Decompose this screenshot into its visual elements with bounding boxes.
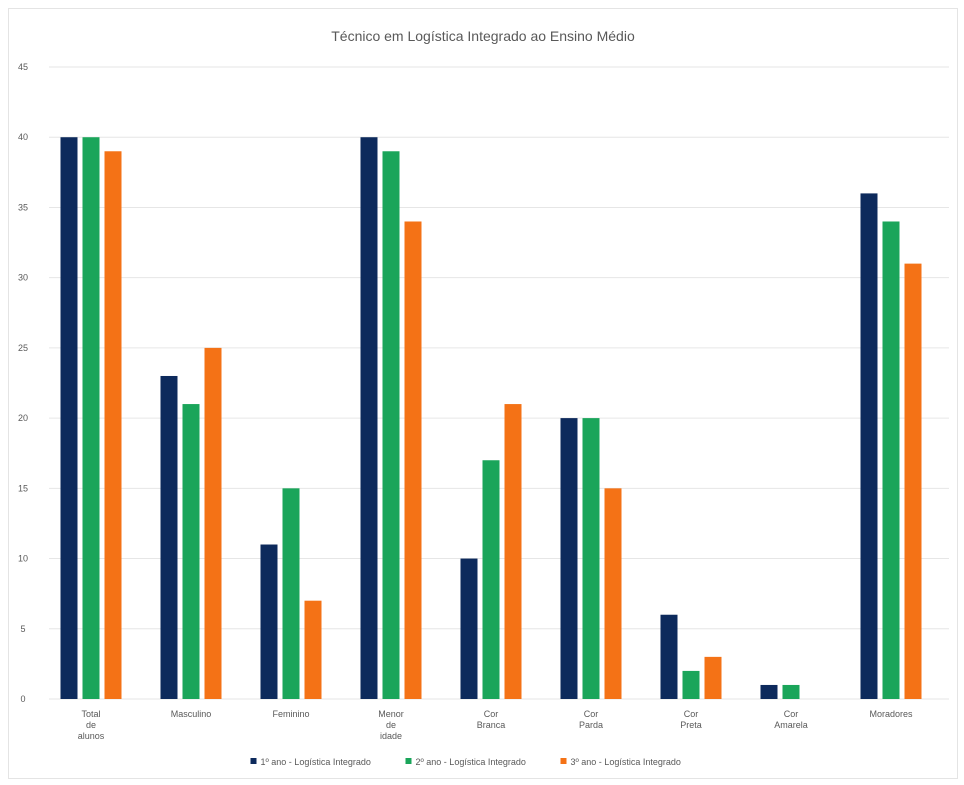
legend-label: 3º ano - Logística Integrado xyxy=(571,757,681,767)
y-tick-label: 35 xyxy=(18,202,28,212)
legend-label: 1º ano - Logística Integrado xyxy=(261,757,371,767)
legend: 1º ano - Logística Integrado 2º ano - Log… xyxy=(250,757,681,767)
bar xyxy=(604,488,622,699)
chart-frame: Técnico em Logística Integrado ao Ensino… xyxy=(8,8,958,779)
bar xyxy=(560,418,578,699)
bar xyxy=(160,375,178,699)
y-tick-label: 15 xyxy=(18,483,28,493)
legend-swatch xyxy=(250,758,257,764)
bar-chart: Técnico em Logística Integrado ao Ensino… xyxy=(18,28,949,767)
bar xyxy=(460,558,478,699)
bar xyxy=(404,221,422,699)
bar xyxy=(760,684,778,699)
x-category-label: Menor de idade xyxy=(378,709,404,741)
bar xyxy=(82,137,100,699)
x-category-label: Cor Branca xyxy=(477,709,506,730)
x-category-label: Feminino xyxy=(272,709,309,719)
bar xyxy=(282,488,300,699)
bar xyxy=(904,263,922,699)
bar xyxy=(204,347,222,699)
x-axis-categories: Total de alunos Masculino Feminino Menor de ida… xyxy=(78,709,913,741)
bar xyxy=(504,404,522,699)
bar xyxy=(582,418,600,699)
y-tick-label: 5 xyxy=(20,624,25,634)
bar xyxy=(882,221,900,699)
legend-swatch xyxy=(405,758,412,764)
y-tick-label: 25 xyxy=(18,343,28,353)
bar xyxy=(260,544,278,699)
y-tick-label: 45 xyxy=(18,62,28,72)
x-category-label: Total de alunos xyxy=(78,709,105,741)
bar xyxy=(704,656,722,699)
y-tick-label: 30 xyxy=(18,273,28,283)
y-tick-label: 0 xyxy=(20,694,25,704)
y-tick-label: 10 xyxy=(18,554,28,564)
legend-swatch xyxy=(560,758,567,764)
bar xyxy=(182,404,200,699)
bars xyxy=(60,137,922,699)
x-category-label: Cor Parda xyxy=(579,709,603,730)
x-category-label: Cor Preta xyxy=(680,709,702,730)
legend-label: 2º ano - Logística Integrado xyxy=(416,757,526,767)
chart-title: Técnico em Logística Integrado ao Ensino… xyxy=(331,28,635,44)
x-category-label: Moradores xyxy=(869,709,913,719)
bar xyxy=(60,137,78,699)
y-tick-label: 20 xyxy=(18,413,28,423)
bar xyxy=(304,600,322,699)
y-axis-ticks: 0 5 10 15 20 25 30 35 40 45 xyxy=(18,62,28,704)
bar xyxy=(382,151,400,699)
bar xyxy=(860,193,878,699)
x-category-label: Cor Amarela xyxy=(774,709,808,730)
bar xyxy=(482,460,500,699)
bar xyxy=(104,151,122,699)
bar xyxy=(782,684,800,699)
y-tick-label: 40 xyxy=(18,132,28,142)
bar xyxy=(360,137,378,699)
x-category-label: Masculino xyxy=(171,709,212,719)
bar xyxy=(660,614,678,699)
bar xyxy=(682,670,700,699)
